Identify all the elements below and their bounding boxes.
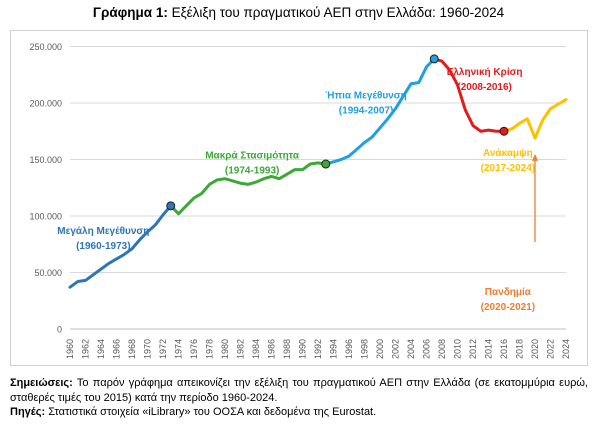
x-tick-label: 1964 bbox=[96, 339, 106, 359]
x-tick-label: 2012 bbox=[468, 339, 478, 359]
annotation-big-growth-period: (1960-1973) bbox=[76, 241, 130, 252]
pandemic-arrow-head bbox=[532, 153, 538, 161]
phase-marker bbox=[429, 54, 439, 64]
y-tick-label: 150.000 bbox=[29, 155, 62, 165]
series-line-4 bbox=[432, 57, 506, 133]
x-tick-label: 2016 bbox=[499, 339, 509, 359]
annotation-greek-crisis-period: (2008-2016) bbox=[457, 82, 511, 93]
notes-label: Σημειώσεις: bbox=[10, 377, 73, 389]
annotation-mild-growth-period: (1994-2007) bbox=[339, 105, 393, 116]
x-tick-label: 2024 bbox=[561, 339, 571, 359]
x-tick-label: 1970 bbox=[143, 339, 153, 359]
x-tick-label: 2022 bbox=[546, 339, 556, 359]
y-tick-label: 100.000 bbox=[29, 212, 62, 222]
x-tick-label: 2010 bbox=[453, 339, 463, 359]
x-tick-label: 2000 bbox=[375, 339, 385, 359]
x-tick-label: 2004 bbox=[406, 339, 416, 359]
x-tick-label: 1976 bbox=[189, 339, 199, 359]
annotation-long-stagnation-label: Μακρά Στασιμότητα bbox=[205, 150, 300, 161]
phase-marker bbox=[321, 159, 331, 169]
x-tick-label: 1962 bbox=[81, 339, 91, 359]
chart-notes: Σημειώσεις: Το παρόν γράφημα απεικονίζει… bbox=[10, 376, 588, 420]
y-tick-label: 50.000 bbox=[34, 268, 62, 278]
x-tick-label: 2002 bbox=[391, 339, 401, 359]
x-tick-label: 1960 bbox=[65, 339, 75, 359]
annotation-pandemic-period: (2020-2021) bbox=[481, 302, 535, 313]
notes-paragraph: Σημειώσεις: Το παρόν γράφημα απεικονίζει… bbox=[10, 376, 588, 405]
chart-title: Γράφημα 1: Εξέλιξη του πραγματικού ΑΕΠ σ… bbox=[0, 5, 597, 20]
x-tick-label: 1968 bbox=[127, 339, 137, 359]
annotation-long-stagnation-period: (1974-1993) bbox=[225, 165, 279, 176]
y-tick-label: 200.000 bbox=[29, 99, 62, 109]
x-tick-label: 2014 bbox=[484, 339, 494, 359]
phase-marker bbox=[499, 126, 509, 136]
notes-text: Το παρόν γράφημα απεικονίζει την εξέλιξη… bbox=[10, 377, 588, 404]
x-tick-label: 2008 bbox=[437, 339, 447, 359]
x-tick-label: 1984 bbox=[251, 339, 261, 359]
x-tick-label: 1978 bbox=[205, 339, 215, 359]
x-tick-label: 1972 bbox=[158, 339, 168, 359]
source-paragraph: Πηγές: Στατιστικά στοιχεία «iLibrary» το… bbox=[10, 405, 588, 420]
annotation-pandemic-label: Πανδημία bbox=[485, 287, 532, 298]
y-tick-label: 0 bbox=[57, 325, 62, 335]
phase-marker bbox=[166, 201, 176, 211]
x-tick-label: 1994 bbox=[329, 339, 339, 359]
gdp-line-chart: 0 50.000 100.000 150.000 200.000 250.000 1960 1… bbox=[29, 42, 571, 359]
series-line-3 bbox=[324, 57, 436, 166]
x-tick-label: 1990 bbox=[298, 339, 308, 359]
x-tick-label: 1982 bbox=[236, 339, 246, 359]
series-line-2 bbox=[169, 161, 328, 216]
x-tick-label: 2020 bbox=[530, 339, 540, 359]
annotation-mild-growth-label: Ήπια Μεγέθυνση bbox=[325, 90, 406, 101]
y-tick-label: 250.000 bbox=[29, 42, 62, 52]
x-tick-label: 1996 bbox=[344, 339, 354, 359]
x-tick-label: 2006 bbox=[422, 339, 432, 359]
annotation-recovery-label: Ανάκαμψη bbox=[483, 148, 533, 159]
chart-title-text: Εξέλιξη του πραγματικού ΑΕΠ στην Ελλάδα:… bbox=[167, 5, 505, 20]
annotation-greek-crisis-label: Ελληνική Κρίση bbox=[447, 67, 523, 78]
annotation-recovery-period: (2017-2024) bbox=[481, 163, 535, 174]
x-tick-label: 1966 bbox=[112, 339, 122, 359]
x-tick-label: 1986 bbox=[267, 339, 277, 359]
x-tick-label: 1992 bbox=[313, 339, 323, 359]
x-tick-label: 1998 bbox=[360, 339, 370, 359]
series-line-5 bbox=[502, 98, 568, 140]
x-tick-label: 1974 bbox=[174, 339, 184, 359]
x-tick-label: 2018 bbox=[515, 339, 525, 359]
x-tick-label: 1988 bbox=[282, 339, 292, 359]
source-text: Στατιστικά στοιχεία «iLibrary» του ΟΟΣΑ … bbox=[45, 406, 377, 418]
series-line-1 bbox=[68, 204, 173, 289]
source-label: Πηγές: bbox=[10, 406, 46, 418]
chart-title-number: Γράφημα 1: bbox=[92, 5, 168, 20]
chart-frame bbox=[10, 30, 588, 366]
x-tick-label: 1980 bbox=[220, 339, 230, 359]
annotation-big-growth-label: Μεγάλη Μεγέθυνση bbox=[57, 226, 149, 237]
